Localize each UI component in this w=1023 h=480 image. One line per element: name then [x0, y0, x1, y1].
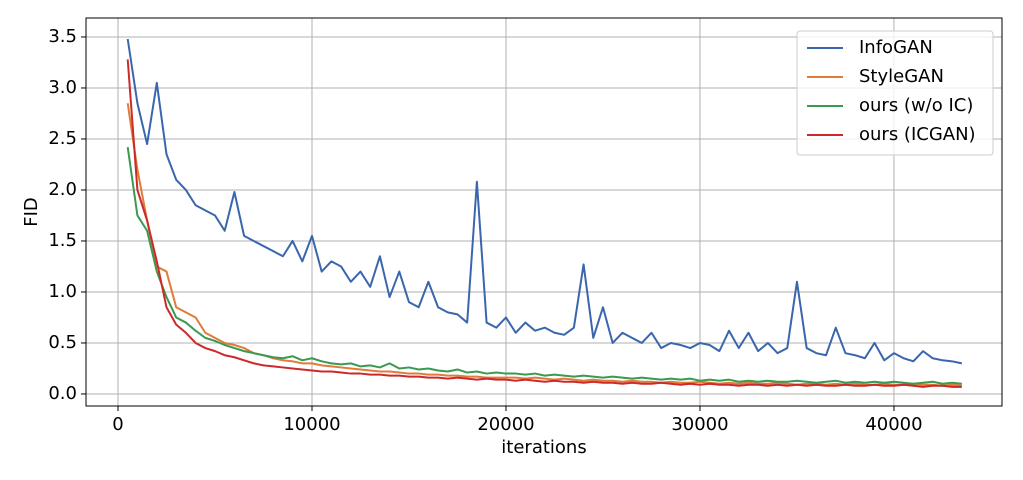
x-axis-label: iterations — [501, 437, 586, 458]
y-tick-label: 1.0 — [48, 281, 77, 302]
y-tick-label: 2.0 — [48, 179, 77, 200]
y-axis-label: FID — [21, 197, 42, 227]
y-tick-label: 3.5 — [48, 26, 77, 47]
y-tick-label: 1.5 — [48, 230, 77, 251]
legend-label: StyleGAN — [859, 66, 944, 87]
x-tick-label: 30000 — [671, 414, 728, 435]
series-line — [126, 38, 963, 365]
x-tick-label: 20000 — [477, 414, 534, 435]
legend-label: ours (ICGAN) — [859, 124, 976, 145]
series-line — [126, 59, 962, 388]
plot-frame — [85, 17, 1003, 407]
y-tick-label: 2.5 — [48, 128, 77, 149]
x-tick-label: 10000 — [283, 414, 340, 435]
y-tick-label: 0.0 — [48, 383, 77, 404]
legend-label: InfoGAN — [859, 37, 933, 58]
legend-label: ours (w/o IC) — [859, 95, 973, 116]
x-tick-label: 0 — [112, 414, 123, 435]
legend-box — [796, 30, 994, 156]
series-line — [126, 146, 962, 385]
y-tick-label: 0.5 — [48, 332, 77, 353]
x-tick-label: 40000 — [865, 414, 922, 435]
y-tick-label: 3.0 — [48, 77, 77, 98]
